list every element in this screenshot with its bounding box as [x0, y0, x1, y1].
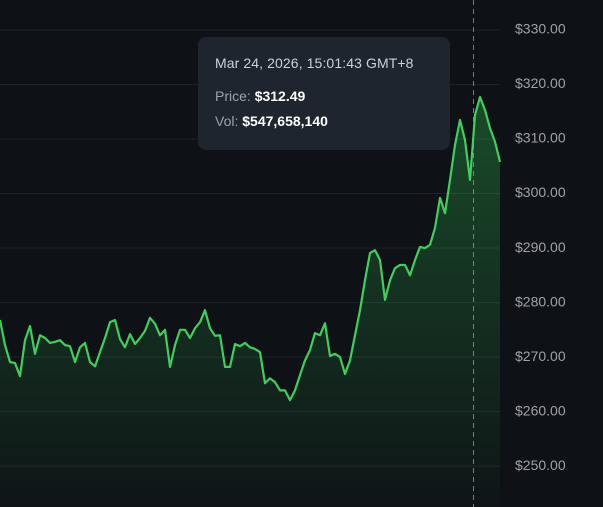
y-tick-label: $250.00 — [515, 457, 566, 473]
tooltip: Mar 24, 2026, 15:01:43 GMT+8 Price: $312… — [198, 37, 450, 150]
price-value: $312.49 — [254, 88, 306, 104]
tooltip-price: Price: $312.49 — [215, 88, 433, 104]
tooltip-vol: Vol: $547,658,140 — [215, 113, 433, 129]
y-axis: $250.00 $260.00 $270.00 $280.00 $290.00 $300.… — [515, 21, 566, 473]
y-tick-label: $300.00 — [515, 184, 566, 200]
vol-value: $547,658,140 — [242, 113, 328, 129]
tooltip-date: Mar 24, 2026, 15:01:43 GMT+8 — [215, 55, 414, 71]
y-tick-label: $330.00 — [515, 21, 566, 37]
price-label: Price: — [215, 88, 251, 104]
y-tick-label: $280.00 — [515, 293, 566, 309]
y-tick-label: $320.00 — [515, 75, 566, 91]
y-tick-label: $260.00 — [515, 402, 566, 418]
y-tick-label: $270.00 — [515, 348, 566, 364]
price-line — [0, 95, 502, 402]
y-tick-label: $310.00 — [515, 130, 566, 146]
y-tick-label: $290.00 — [515, 239, 566, 255]
plot — [0, 95, 502, 507]
area — [0, 97, 500, 507]
vol-label: Vol: — [215, 113, 239, 129]
